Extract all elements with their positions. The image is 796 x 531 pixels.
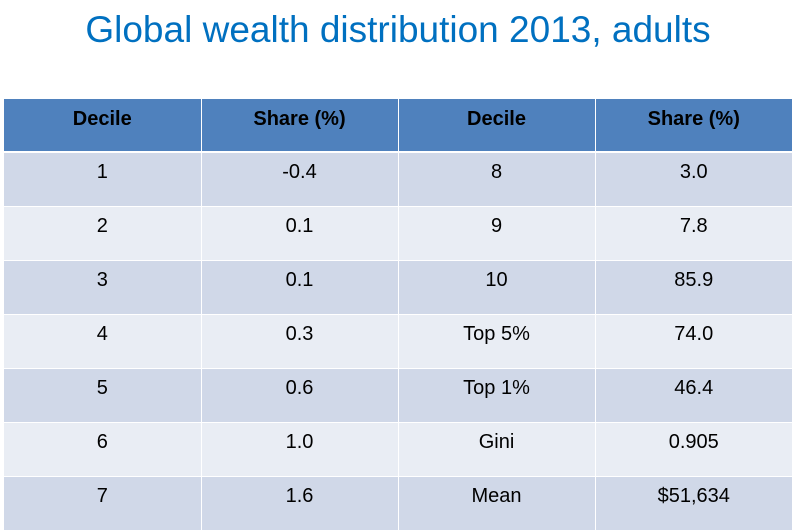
table-cell: Top 5%	[398, 314, 596, 369]
table-row: 7 1.6 Mean $51,634	[4, 476, 792, 531]
table-cell: 0.6	[201, 368, 399, 423]
table-cell: Mean	[398, 476, 596, 531]
table-cell: 0.1	[201, 260, 399, 315]
table-cell: 5	[4, 368, 202, 423]
table-cell: -0.4	[201, 152, 399, 207]
table-cell: 1	[4, 152, 202, 207]
header-row: Decile Share (%) Decile Share (%)	[4, 99, 792, 153]
table-cell: 10	[398, 260, 596, 315]
table-cell: Top 1%	[398, 368, 596, 423]
table-cell: 0.3	[201, 314, 399, 369]
table-cell: 0.905	[595, 422, 792, 477]
slide-title: Global wealth distribution 2013, adults	[85, 9, 711, 50]
table-cell: 2	[4, 206, 202, 261]
table-cell: 0.1	[201, 206, 399, 261]
table-cell: Gini	[398, 422, 596, 477]
table-cell: 3.0	[595, 152, 792, 207]
table-header: Decile Share (%) Decile Share (%)	[4, 99, 792, 153]
table-cell: 6	[4, 422, 202, 477]
header-cell-share-right: Share (%)	[595, 99, 792, 153]
table-cell: 74.0	[595, 314, 792, 369]
table-row: 5 0.6 Top 1% 46.4	[4, 368, 792, 423]
header-cell-decile-left: Decile	[4, 99, 202, 153]
table-row: 1 -0.4 8 3.0	[4, 152, 792, 207]
wealth-table-container: Decile Share (%) Decile Share (%) 1 -0.4…	[4, 99, 792, 531]
header-cell-decile-right: Decile	[398, 99, 596, 153]
table-cell: $51,634	[595, 476, 792, 531]
table-cell: 1.6	[201, 476, 399, 531]
table-cell: 46.4	[595, 368, 792, 423]
table-row: 2 0.1 9 7.8	[4, 206, 792, 261]
table-cell: 7	[4, 476, 202, 531]
table-cell: 7.8	[595, 206, 792, 261]
table-row: 4 0.3 Top 5% 74.0	[4, 314, 792, 369]
table-cell: 9	[398, 206, 596, 261]
table-row: 6 1.0 Gini 0.905	[4, 422, 792, 477]
table-cell: 4	[4, 314, 202, 369]
table-cell: 85.9	[595, 260, 792, 315]
table-body: 1 -0.4 8 3.0 2 0.1 9 7.8 3 0.1 10 85.9	[4, 152, 792, 531]
wealth-distribution-table: Decile Share (%) Decile Share (%) 1 -0.4…	[4, 99, 792, 531]
table-cell: 8	[398, 152, 596, 207]
table-cell: 1.0	[201, 422, 399, 477]
table-row: 3 0.1 10 85.9	[4, 260, 792, 315]
header-cell-share-left: Share (%)	[201, 99, 399, 153]
table-cell: 3	[4, 260, 202, 315]
